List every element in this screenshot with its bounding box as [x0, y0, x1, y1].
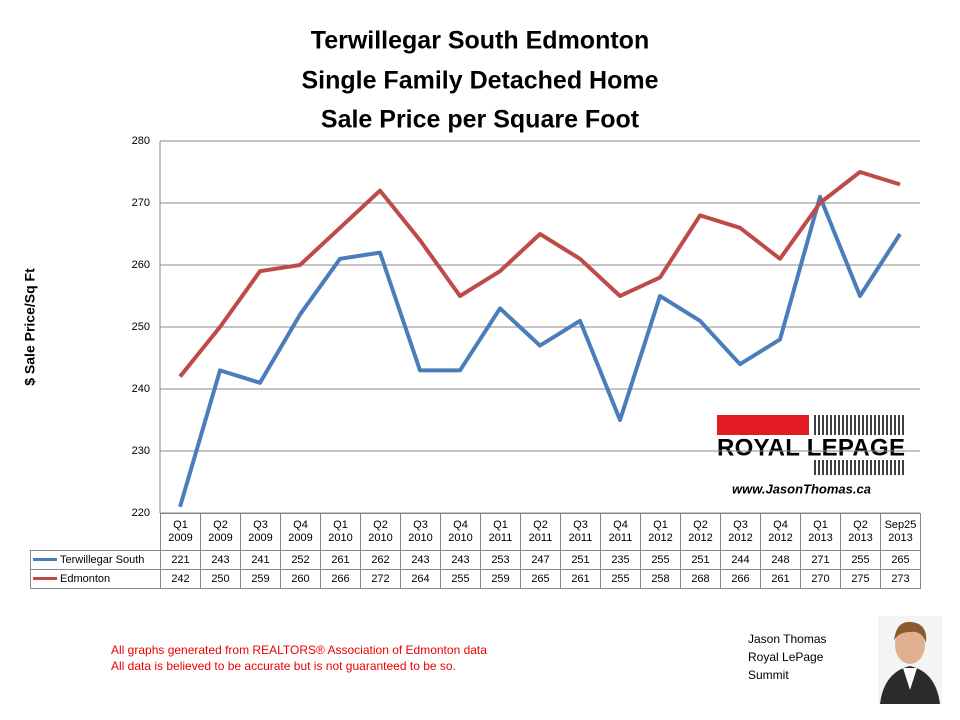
table-value: 255 — [600, 569, 641, 589]
y-tick-label: 280 — [132, 135, 150, 147]
chart-subtitle: Sale Price per Square Foot — [321, 106, 640, 134]
table-value: 260 — [280, 569, 321, 589]
table-value: 241 — [240, 550, 281, 570]
table-value: 255 — [440, 569, 481, 589]
table-value: 252 — [280, 550, 321, 570]
table-value: 243 — [200, 550, 241, 570]
x-tick-label: Q4 2009 — [280, 513, 321, 551]
table-value: 265 — [880, 550, 921, 570]
table-value: 221 — [160, 550, 201, 570]
legend-label: Edmonton — [60, 572, 111, 585]
legend-entry: Terwillegar South — [30, 550, 161, 570]
table-value: 248 — [760, 550, 801, 570]
table-value: 264 — [400, 569, 441, 589]
footer-note: All graphs generated from REALTORS® Asso… — [111, 643, 487, 657]
x-tick-label: Q1 2012 — [640, 513, 681, 551]
table-value: 265 — [520, 569, 561, 589]
table-value: 262 — [360, 550, 401, 570]
table-value: 243 — [400, 550, 441, 570]
table-value: 259 — [480, 569, 521, 589]
table-corner — [30, 513, 161, 551]
x-tick-label: Q4 2011 — [600, 513, 641, 551]
x-tick-label: Q1 2013 — [800, 513, 841, 551]
x-tick-label: Q2 2009 — [200, 513, 241, 551]
table-value: 251 — [560, 550, 601, 570]
photo-hair — [894, 621, 927, 643]
series-line — [178, 194, 902, 508]
table-value: 261 — [560, 569, 601, 589]
agent-office: Summit — [748, 668, 789, 682]
table-value: 259 — [240, 569, 281, 589]
chart-subtitle: Single Family Detached Home — [301, 67, 658, 95]
x-tick-label: Q3 2011 — [560, 513, 601, 551]
logo: ROYAL LEPAGE www.JasonThomas.ca — [717, 415, 905, 496]
series-line — [178, 170, 901, 378]
logo-text: ROYAL LEPAGE — [717, 434, 905, 461]
x-tick-label: Q3 2009 — [240, 513, 281, 551]
table-value: 255 — [640, 550, 681, 570]
legend-swatch — [33, 577, 57, 581]
x-tick-label: Q2 2010 — [360, 513, 401, 551]
x-tick-label: Q2 2011 — [520, 513, 561, 551]
agent-company: Royal LePage — [748, 650, 824, 664]
y-tick-label: 260 — [132, 259, 150, 271]
legend-entry: Edmonton — [30, 569, 161, 589]
x-tick-label: Q4 2012 — [760, 513, 801, 551]
table-row: Terwillegar South 221 243 241 252 261 262 243 24… — [30, 550, 921, 570]
agent-name: Jason Thomas — [748, 632, 827, 646]
y-tick-label: 270 — [132, 197, 150, 209]
table-header: Q1 2009 Q2 2009 Q3 2009 Q4 2009 Q1 2010 Q2 20… — [30, 513, 921, 551]
chart-title: Terwillegar South Edmonton — [311, 27, 649, 55]
table-value: 242 — [160, 569, 201, 589]
table-value: 268 — [680, 569, 721, 589]
table-value: 273 — [880, 569, 921, 589]
y-tick-label: 240 — [132, 383, 150, 395]
table-value: 266 — [720, 569, 761, 589]
x-tick-label: Q3 2012 — [720, 513, 761, 551]
x-tick-label: Q1 2010 — [320, 513, 361, 551]
logo-stripes — [814, 415, 904, 475]
table-value: 266 — [320, 569, 361, 589]
y-tick-label: 250 — [132, 321, 150, 333]
table-value: 272 — [360, 569, 401, 589]
table-value: 235 — [600, 550, 641, 570]
agent-photo — [878, 616, 942, 704]
website: www.JasonThomas.ca — [732, 481, 871, 496]
table-value: 250 — [200, 569, 241, 589]
legend-label: Terwillegar South — [60, 553, 145, 566]
data-table: Q1 2009 Q2 2009 Q3 2009 Q4 2009 Q1 2010 Q2 20… — [30, 513, 921, 589]
x-tick-label: Q1 2011 — [480, 513, 521, 551]
legend-swatch — [33, 558, 57, 562]
table-value: 253 — [480, 550, 521, 570]
table-value: 261 — [320, 550, 361, 570]
table-value: 261 — [760, 569, 801, 589]
table-value: 270 — [800, 569, 841, 589]
y-tick-label: 230 — [132, 445, 150, 457]
table-value: 255 — [840, 550, 881, 570]
table-value: 258 — [640, 569, 681, 589]
table-value: 275 — [840, 569, 881, 589]
x-tick-label: Q2 2012 — [680, 513, 721, 551]
y-axis-label: $ Sale Price/Sq Ft — [22, 268, 38, 386]
x-tick-label: Sep25 2013 — [880, 513, 921, 551]
table-row: Edmonton 242 250 259 260 266 272 264 255 259 265 26… — [30, 569, 921, 589]
footer-note: All data is believed to be accurate but … — [111, 659, 456, 673]
x-tick-label: Q4 2010 — [440, 513, 481, 551]
table-value: 251 — [680, 550, 721, 570]
table-value: 244 — [720, 550, 761, 570]
logo-block — [717, 415, 809, 435]
photo-face — [895, 626, 925, 664]
photo-shirt — [903, 668, 917, 690]
x-tick-label: Q1 2009 — [160, 513, 201, 551]
table-value: 271 — [800, 550, 841, 570]
x-tick-label: Q2 2013 — [840, 513, 881, 551]
x-tick-label: Q3 2010 — [400, 513, 441, 551]
table-value: 247 — [520, 550, 561, 570]
table-value: 243 — [440, 550, 481, 570]
